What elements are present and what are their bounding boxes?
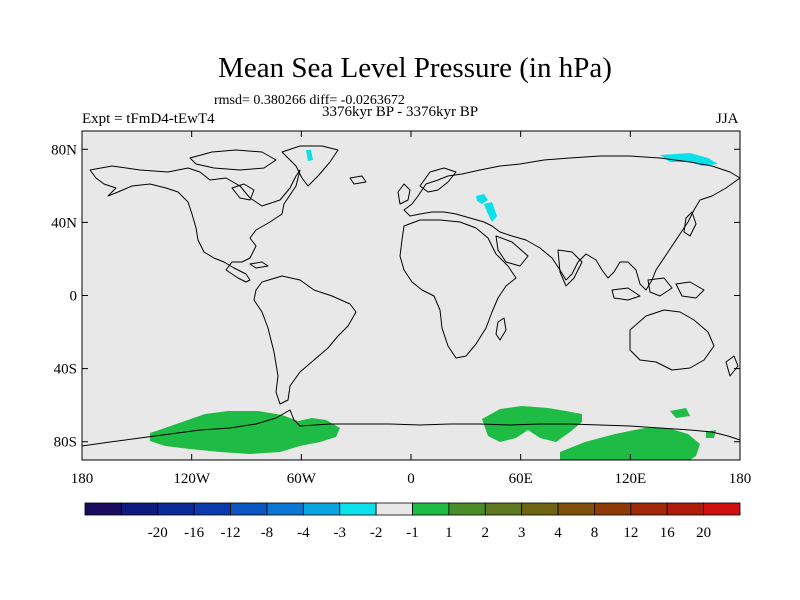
period-label: 3376kyr BP - 3376kyr BP <box>322 104 479 120</box>
colorbar-swatch <box>484 502 523 516</box>
anomaly-layer <box>150 150 718 460</box>
coast-north-america <box>89 165 301 283</box>
colorbar-label: -3 <box>333 525 346 541</box>
map-background <box>82 131 740 460</box>
colorbar-label: 12 <box>623 525 638 541</box>
coast-hudson-bay <box>231 183 255 201</box>
anomaly-greenland <box>306 150 313 161</box>
coast-iceland <box>349 175 367 185</box>
x-axis: 180 120W 60W 0 60E 120E 180 <box>71 131 752 487</box>
coast-japan <box>683 211 697 237</box>
colorbar-label: -2 <box>370 525 383 541</box>
coast-australia <box>629 309 715 371</box>
coast-south-america <box>253 275 357 405</box>
chart-title: Mean Sea Level Pressure (in hPa) <box>218 52 612 84</box>
anomaly-caspian-2 <box>484 202 497 222</box>
colorbar-label: -16 <box>184 525 204 541</box>
colorbar-label: -4 <box>297 525 310 541</box>
colorbar-swatch <box>230 502 268 516</box>
colorbar-swatch <box>120 502 159 516</box>
anomaly-antarctic-east-3 <box>670 408 690 418</box>
y-tick-label: 80N <box>51 142 77 158</box>
y-tick-label: 40S <box>54 362 77 378</box>
coast-greenland <box>281 145 339 187</box>
colorbar-label: -8 <box>261 525 274 541</box>
experiment-label: Expt = tFmD4-tEwT4 <box>82 111 215 127</box>
stats-text: rmsd= 0.380266 diff= -0.0263672 <box>214 93 405 108</box>
colorbar-swatch <box>557 502 595 516</box>
y-tick-label: 0 <box>70 289 78 305</box>
y-tick-label: 40N <box>51 215 77 231</box>
colorbar-swatch <box>703 502 741 516</box>
coastlines <box>81 145 741 447</box>
colorbar-swatch <box>339 502 377 516</box>
season-label: JJA <box>716 111 739 127</box>
colorbar-swatch <box>375 502 413 516</box>
x-tick-label: 60W <box>287 471 317 487</box>
coast-africa <box>399 219 517 359</box>
anomaly-siberia <box>660 153 718 166</box>
colorbar-swatch <box>448 502 486 516</box>
colorbar-swatch <box>594 502 632 516</box>
anomaly-caspian-1 <box>476 194 488 204</box>
colorbar-swatch <box>630 502 668 516</box>
colorbar-swatch <box>193 502 231 516</box>
anomaly-antarctic-west <box>150 411 340 454</box>
colorbar-swatch <box>302 502 341 516</box>
anomaly-antarctic-east-2 <box>560 428 700 460</box>
coast-madagascar <box>495 317 507 341</box>
coast-cuba <box>249 261 269 269</box>
x-tick-label: 60E <box>509 471 533 487</box>
colorbar-label: 8 <box>591 525 599 541</box>
y-axis: 80N 40N 0 40S 80S <box>51 142 740 451</box>
colorbar-label: 1 <box>445 525 453 541</box>
x-tick-label: 120W <box>173 471 211 487</box>
colorbar-label: 20 <box>696 525 711 541</box>
colorbar-swatch <box>521 502 559 516</box>
y-tick-label: 80S <box>54 435 77 451</box>
coast-arabia <box>495 235 529 267</box>
colorbar-label: 16 <box>660 525 676 541</box>
colorbar-swatch <box>157 502 195 516</box>
x-tick-label: 180 <box>71 471 94 487</box>
colorbar-swatch <box>666 502 705 516</box>
coast-scandinavia <box>419 167 457 193</box>
x-tick-label: 0 <box>407 471 415 487</box>
coast-canadian-arctic <box>189 149 277 171</box>
colorbar-label: 2 <box>482 525 490 541</box>
colorbar-label: -1 <box>406 525 419 541</box>
colorbar <box>84 502 741 516</box>
colorbar-label: 4 <box>554 525 562 541</box>
colorbar-label: -12 <box>221 525 241 541</box>
colorbar-swatch <box>412 502 450 516</box>
x-tick-label: 120E <box>614 471 646 487</box>
colorbar-swatch <box>266 502 304 516</box>
coast-india <box>557 249 583 287</box>
colorbar-swatch <box>84 502 122 516</box>
coast-se-asia-islands <box>611 277 705 301</box>
coast-antarctica <box>81 409 741 447</box>
colorbar-label: -20 <box>148 525 168 541</box>
coast-uk <box>397 183 411 205</box>
colorbar-labels: -20 -16 -12 -8 -4 -3 -2 -1 1 2 3 4 8 12 16 20 <box>148 525 711 541</box>
colorbar-label: 3 <box>518 525 526 541</box>
coast-new-zealand <box>725 355 739 377</box>
x-tick-label: 180 <box>729 471 752 487</box>
